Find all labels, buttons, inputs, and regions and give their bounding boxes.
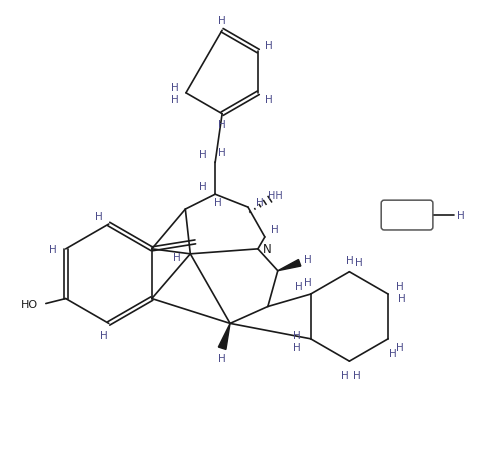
Text: H: H bbox=[304, 277, 312, 287]
Text: H: H bbox=[173, 252, 181, 262]
Text: H: H bbox=[218, 354, 226, 364]
Text: H: H bbox=[355, 257, 363, 267]
Text: HH: HH bbox=[269, 191, 283, 201]
Text: H: H bbox=[218, 16, 226, 26]
Text: Br: Br bbox=[402, 209, 416, 222]
Text: H: H bbox=[457, 211, 465, 221]
Text: H: H bbox=[171, 83, 179, 92]
Text: H: H bbox=[341, 370, 348, 380]
Text: H: H bbox=[345, 255, 353, 265]
Text: H: H bbox=[389, 348, 397, 358]
Polygon shape bbox=[218, 324, 230, 350]
Text: H: H bbox=[304, 254, 312, 264]
Text: H: H bbox=[396, 342, 404, 352]
Text: H: H bbox=[295, 281, 302, 291]
Text: H: H bbox=[218, 148, 226, 158]
Text: H: H bbox=[199, 182, 207, 192]
FancyBboxPatch shape bbox=[381, 201, 433, 230]
Text: H: H bbox=[214, 198, 222, 207]
Text: H: H bbox=[265, 95, 273, 105]
Text: H: H bbox=[49, 244, 57, 254]
Text: H: H bbox=[95, 212, 103, 221]
Text: H: H bbox=[392, 216, 400, 226]
Text: H: H bbox=[271, 225, 279, 235]
Text: H: H bbox=[396, 281, 404, 291]
Text: H: H bbox=[293, 330, 300, 340]
Polygon shape bbox=[278, 260, 301, 271]
Text: HO: HO bbox=[21, 299, 39, 309]
Text: H: H bbox=[398, 294, 406, 304]
Text: H: H bbox=[265, 41, 273, 51]
Text: H: H bbox=[218, 120, 226, 129]
Text: H: H bbox=[354, 370, 361, 380]
Text: H: H bbox=[256, 198, 264, 207]
Text: H: H bbox=[293, 342, 300, 352]
Text: H: H bbox=[171, 95, 179, 105]
Text: N: N bbox=[262, 243, 271, 256]
Text: H: H bbox=[100, 331, 108, 341]
Text: H: H bbox=[199, 150, 207, 160]
